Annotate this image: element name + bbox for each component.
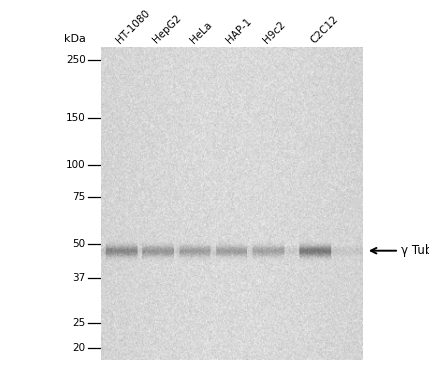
Text: HAP-1: HAP-1	[225, 16, 254, 45]
Text: 150: 150	[66, 113, 86, 124]
Text: kDa: kDa	[64, 34, 86, 44]
Text: γ Tubulin: γ Tubulin	[401, 244, 429, 257]
Text: H9c2: H9c2	[261, 19, 287, 45]
Text: 100: 100	[66, 160, 86, 170]
Text: 75: 75	[73, 193, 86, 202]
Text: HepG2: HepG2	[151, 13, 184, 45]
Text: HT-1080: HT-1080	[115, 8, 152, 45]
Text: 25: 25	[73, 318, 86, 327]
Text: 37: 37	[73, 273, 86, 283]
Text: 250: 250	[66, 55, 86, 65]
Text: 50: 50	[73, 239, 86, 249]
Text: HeLa: HeLa	[188, 20, 214, 45]
Text: 20: 20	[73, 343, 86, 353]
Text: C2C12: C2C12	[308, 14, 340, 45]
